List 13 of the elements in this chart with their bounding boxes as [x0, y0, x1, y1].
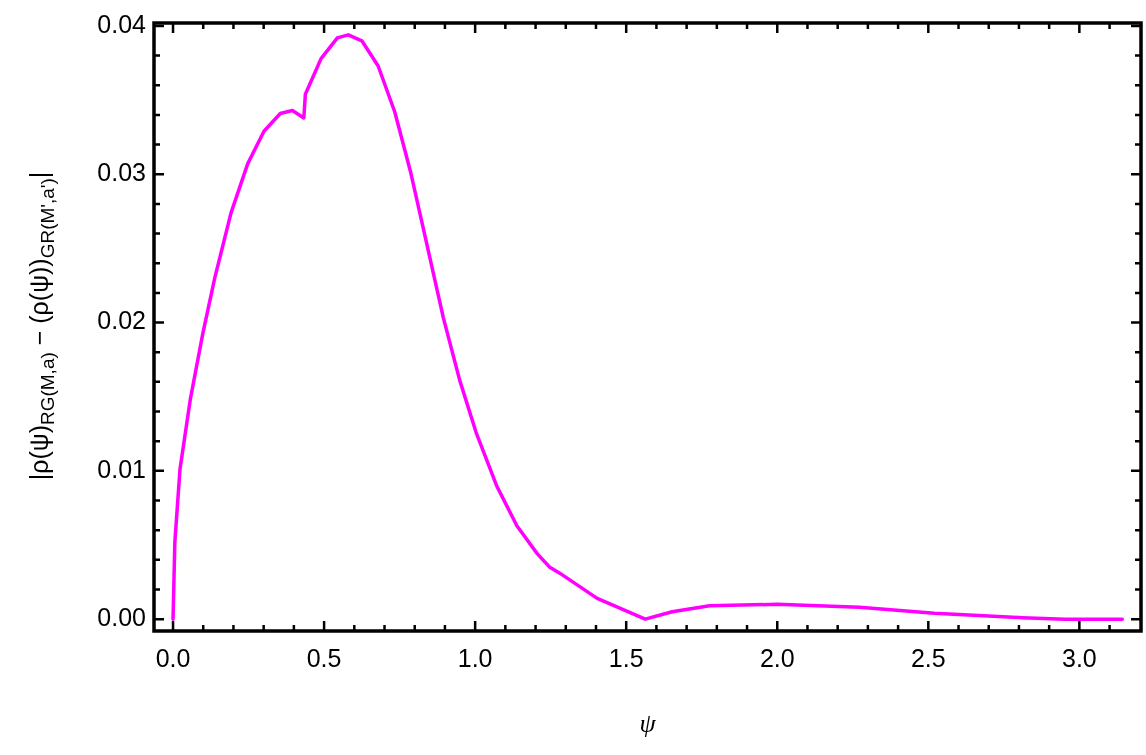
x-tick-label: 1.0	[457, 643, 493, 672]
x-tick-label: 0.0	[155, 643, 191, 672]
x-tick-label: 1.5	[608, 643, 644, 672]
x-tick-label: 0.5	[306, 643, 342, 672]
y-tick-label: 0.04	[97, 9, 147, 38]
x-tick-label: 2.0	[759, 643, 795, 672]
x-axis-title: ψ	[639, 709, 657, 739]
y-tick-label: 0.03	[97, 158, 146, 187]
y-tick-label: 0.01	[97, 454, 146, 483]
x-tick-label: 2.5	[910, 643, 946, 672]
y-tick-label: 0.02	[97, 306, 146, 335]
x-tick-label: 3.0	[1061, 643, 1097, 672]
y-tick-label: 0.00	[97, 603, 146, 632]
